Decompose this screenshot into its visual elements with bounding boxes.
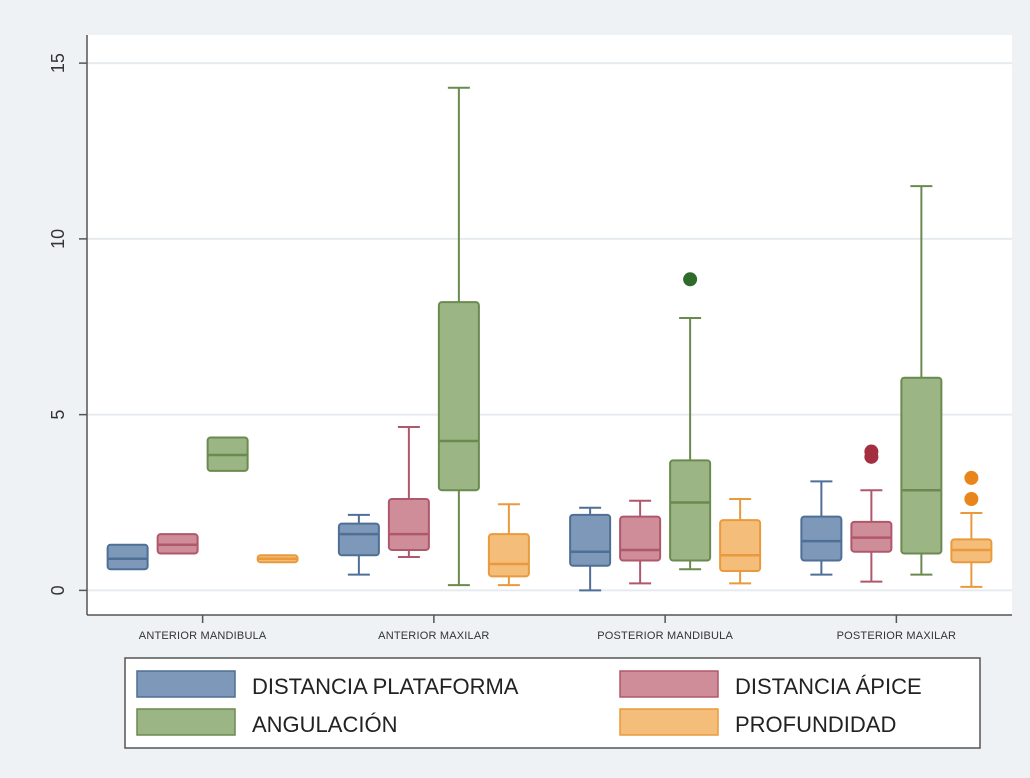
x-tick-label-anterior-mandibula: ANTERIOR MANDIBULA xyxy=(139,630,267,642)
legend-label-distancia-plataforma: DISTANCIA PLATAFORMA xyxy=(252,674,519,699)
y-tick-label-0: 0 xyxy=(48,585,68,595)
iqr-box-distancia-apice-anterior-maxilar xyxy=(387,498,430,551)
box-distancia-apice-anterior-maxilar xyxy=(387,425,430,558)
legend-entry-profundidad: PROFUNDIDAD xyxy=(619,708,896,737)
boxes xyxy=(106,86,993,592)
outlier-angulacion-posterior-mandibula-0 xyxy=(683,272,698,287)
iqr-box-angulacion-posterior-maxilar xyxy=(900,376,943,555)
box-distancia-apice-posterior-mandibula xyxy=(619,499,662,585)
iqr-box-distancia-plataforma-posterior-mandibula xyxy=(569,513,612,567)
iqr-box-distancia-plataforma-anterior-maxilar xyxy=(337,522,380,557)
legend-swatch-distancia-plataforma xyxy=(136,670,236,698)
iqr-box-angulacion-posterior-mandibula xyxy=(669,459,712,562)
outlier-profundidad-posterior-maxilar-1 xyxy=(964,470,979,485)
legend: DISTANCIA PLATAFORMA DISTANCIA ÁPICE ANG… xyxy=(124,657,981,749)
box-distancia-plataforma-posterior-mandibula xyxy=(569,506,612,592)
legend-frame xyxy=(124,657,981,749)
iqr-box-profundidad-posterior-mandibula xyxy=(719,519,762,573)
box-distancia-apice-posterior-maxilar xyxy=(850,444,893,583)
box-distancia-plataforma-anterior-maxilar xyxy=(337,513,380,576)
y-tick-label-15: 15 xyxy=(48,53,68,73)
iqr-box-distancia-plataforma-anterior-mandibula xyxy=(106,543,149,571)
box-distancia-plataforma-anterior-mandibula xyxy=(106,543,149,571)
box-distancia-plataforma-posterior-maxilar xyxy=(800,480,843,576)
box-profundidad-anterior-mandibula xyxy=(256,554,299,564)
outlier-distancia-apice-posterior-maxilar-1 xyxy=(864,444,879,459)
outlier-profundidad-posterior-maxilar-0 xyxy=(964,492,979,506)
y-ticks: 0 5 10 15 xyxy=(48,53,87,595)
box-angulacion-anterior-mandibula xyxy=(206,436,249,472)
box-angulacion-posterior-mandibula xyxy=(669,272,712,571)
iqr-box-angulacion-anterior-maxilar xyxy=(437,301,480,492)
legend-label-profundidad: PROFUNDIDAD xyxy=(735,712,896,737)
box-distancia-apice-anterior-mandibula xyxy=(156,533,199,555)
box-angulacion-anterior-maxilar xyxy=(437,86,480,587)
y-tick-label-10: 10 xyxy=(48,229,68,249)
legend-entry-angulacion: ANGULACIÓN xyxy=(136,708,397,737)
legend-entry-distancia-apice: DISTANCIA ÁPICE xyxy=(619,670,922,699)
iqr-box-distancia-apice-posterior-mandibula xyxy=(619,515,662,562)
legend-swatch-angulacion xyxy=(136,708,236,736)
box-profundidad-posterior-maxilar xyxy=(950,470,993,588)
x-tick-label-anterior-maxilar: ANTERIOR MAXILAR xyxy=(378,630,489,642)
iqr-box-distancia-plataforma-posterior-maxilar xyxy=(800,515,843,562)
legend-label-distancia-apice: DISTANCIA ÁPICE xyxy=(735,674,922,699)
plot-area xyxy=(87,35,1012,615)
box-angulacion-posterior-maxilar xyxy=(900,185,943,576)
legend-swatch-distancia-apice xyxy=(619,670,719,698)
box-profundidad-anterior-maxilar xyxy=(487,503,530,587)
x-tick-label-posterior-maxilar: POSTERIOR MAXILAR xyxy=(837,630,957,642)
grid-lines xyxy=(87,62,1012,592)
box-profundidad-posterior-mandibula xyxy=(719,498,762,585)
iqr-box-profundidad-anterior-maxilar xyxy=(487,533,530,578)
legend-entry-distancia-plataforma: DISTANCIA PLATAFORMA xyxy=(136,670,519,699)
legend-swatch-profundidad xyxy=(619,708,719,736)
y-tick-label-5: 5 xyxy=(48,410,68,420)
x-tick-label-posterior-mandibula: POSTERIOR MANDIBULA xyxy=(597,630,733,642)
x-ticks: ANTERIOR MANDIBULA ANTERIOR MAXILAR POSTER… xyxy=(139,615,956,642)
legend-label-angulacion: ANGULACIÓN xyxy=(252,712,397,737)
